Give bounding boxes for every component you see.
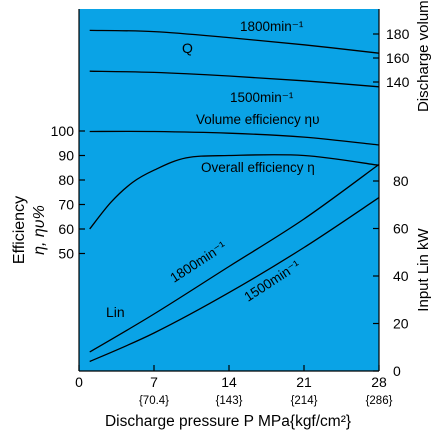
- series-line-lin-1500: [89, 197, 380, 363]
- x-tick-label: 14: [221, 374, 237, 390]
- left-tick-label: 70: [58, 197, 74, 213]
- x-axis-title: Discharge pressure P MPa{kgf/cm²}: [105, 413, 351, 430]
- series-line-lin-1800: [89, 163, 380, 353]
- label-lin: Lin: [106, 304, 125, 320]
- input-tick-label: 80: [393, 173, 409, 189]
- label-q-1500: 1500min⁻¹: [230, 90, 294, 105]
- left-tick-label: 60: [58, 221, 74, 237]
- x-tick-label: 28: [371, 374, 387, 390]
- input-axis-title: Input Lin kW: [415, 227, 432, 311]
- label-q: Q: [182, 40, 193, 56]
- series-line-q-1800: [89, 29, 380, 54]
- discharge-tick-label: 160: [386, 50, 410, 66]
- x-tick-label: 7: [150, 374, 158, 390]
- left-axis-title-line1: Efficiency: [11, 196, 28, 264]
- left-tick-label: 50: [58, 246, 74, 262]
- left-tick-label: 90: [58, 148, 74, 164]
- left-axis-title-line2: η, ηυ%: [31, 205, 48, 255]
- label-q-1800: 1800min⁻¹: [240, 19, 304, 34]
- label-overall-efficiency: Overall efficiency η: [201, 160, 315, 175]
- series-line-overall-efficiency: [89, 154, 380, 230]
- left-tick-label: 80: [58, 172, 74, 188]
- input-tick-label: 0: [393, 363, 401, 379]
- left-tick-label: 100: [51, 123, 75, 139]
- series-line-volume-efficiency: [89, 130, 380, 146]
- discharge-tick-label: 180: [386, 26, 410, 42]
- x-tick-sublabel: {286}: [366, 395, 393, 407]
- discharge-axis-title: Discharge volume: [415, 0, 432, 112]
- plot-area: [79, 9, 379, 371]
- input-tick-label: 60: [393, 221, 409, 237]
- x-tick-label: 21: [296, 374, 312, 390]
- x-tick-label: 0: [75, 374, 83, 390]
- input-tick-label: 40: [393, 268, 409, 284]
- discharge-tick-label: 140: [386, 74, 410, 90]
- input-tick-label: 20: [393, 316, 409, 332]
- x-tick-sublabel: {214}: [291, 395, 318, 407]
- x-tick-sublabel: {143}: [216, 395, 243, 407]
- x-tick-sublabel: {70.4}: [139, 395, 169, 407]
- series-line-q-1500: [89, 70, 380, 88]
- label-volume-efficiency: Volume efficiency ηυ: [196, 112, 319, 127]
